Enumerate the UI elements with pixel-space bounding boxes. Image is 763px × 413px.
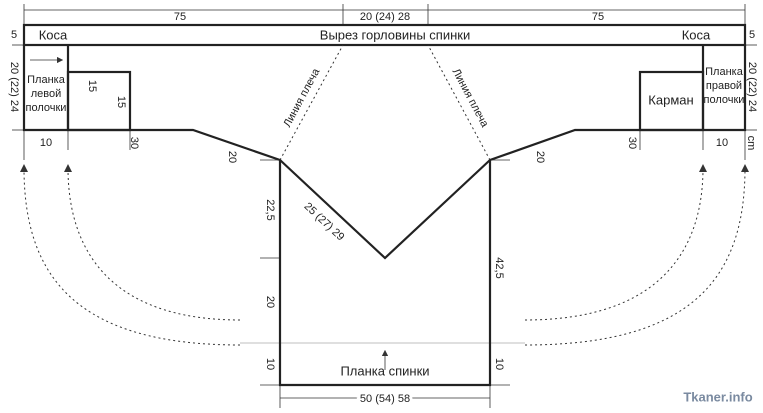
- label: Планка спинки: [340, 363, 429, 378]
- label: правой: [706, 80, 742, 92]
- dim: 10: [493, 358, 505, 370]
- dim: 50 (54) 58: [360, 393, 410, 405]
- dim: 22,5: [264, 199, 276, 220]
- label: Планка: [27, 74, 66, 86]
- dimension-lines: [12, 4, 757, 408]
- dim: 10: [716, 137, 728, 149]
- dim: 25 (27) 29: [302, 200, 347, 243]
- dim: 20 (22) 24: [8, 62, 20, 112]
- dim: 10: [40, 137, 52, 149]
- dim: 20: [534, 151, 546, 163]
- labels: 75 20 (24) 28 75 5 5 Коса Вырез горловин…: [8, 11, 758, 408]
- dim: 30: [626, 137, 638, 149]
- dim: 5: [11, 29, 17, 41]
- dim: 42,5: [493, 257, 505, 278]
- outline: [22, 23, 747, 387]
- label: полочки: [704, 94, 745, 106]
- label: полочки: [26, 102, 67, 114]
- label: Линия плеча: [450, 67, 491, 130]
- label: Коса: [39, 27, 68, 42]
- dim: 20: [226, 151, 238, 163]
- label: Вырез горловины спинки: [320, 27, 470, 42]
- dim: 5: [749, 29, 755, 41]
- dim: 10: [264, 358, 276, 370]
- dim: 15: [115, 96, 127, 108]
- dim: 20: [264, 296, 276, 308]
- label: Коса: [682, 27, 711, 42]
- unit: cm: [745, 136, 757, 151]
- fold-arrows: [20, 164, 749, 346]
- label: Планка: [705, 66, 744, 78]
- dim: 30: [128, 137, 140, 149]
- dim: 75: [592, 11, 604, 23]
- dim: 15: [86, 80, 98, 92]
- label: левой: [31, 88, 62, 100]
- dim: 75: [174, 11, 186, 23]
- dim: 20 (24) 28: [360, 11, 410, 23]
- dim: 20 (22) 24: [746, 62, 758, 112]
- watermark: Tkaner.info: [683, 389, 752, 404]
- label: Карман: [648, 92, 693, 107]
